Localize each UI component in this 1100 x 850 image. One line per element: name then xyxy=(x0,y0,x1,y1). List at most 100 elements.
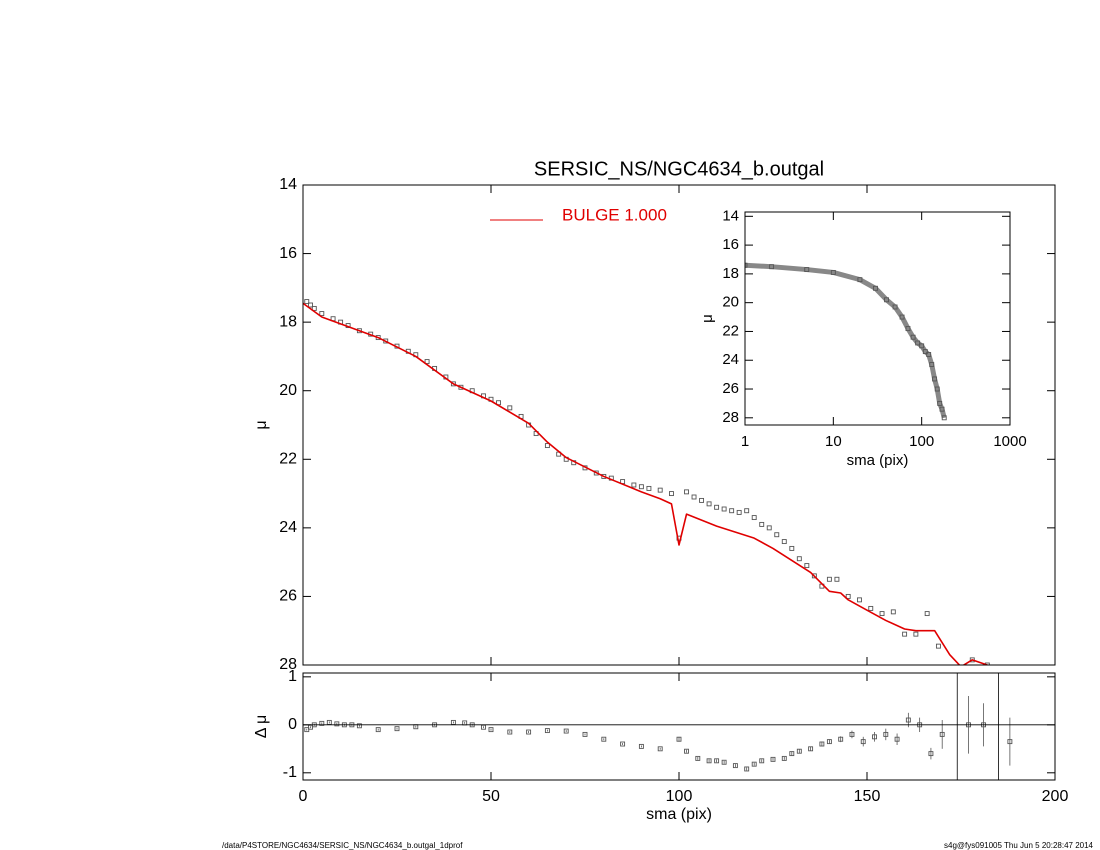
data-point xyxy=(638,484,644,490)
data-point xyxy=(774,532,780,538)
data-point xyxy=(915,340,921,346)
data-point xyxy=(910,334,916,340)
data-point xyxy=(872,734,877,740)
y-tick-label: 18 xyxy=(279,313,297,330)
data-point xyxy=(458,384,464,390)
data-point xyxy=(729,508,735,514)
data-point xyxy=(751,761,757,767)
data-point xyxy=(631,482,637,488)
y-tick-label: 28 xyxy=(279,656,297,673)
y-tick-label: 20 xyxy=(722,294,739,311)
data-point xyxy=(695,755,701,761)
data-point xyxy=(860,739,866,745)
data-point xyxy=(507,405,513,411)
x-tick-label: 50 xyxy=(482,788,500,805)
y-tick-label: 20 xyxy=(279,382,297,399)
data-point xyxy=(544,728,550,734)
data-point xyxy=(808,746,814,752)
plot-area xyxy=(303,299,990,665)
y-axis-label: μ xyxy=(253,420,270,429)
y-tick-label: 24 xyxy=(279,519,297,536)
data-point xyxy=(706,501,712,507)
x-tick-label: 1000 xyxy=(993,433,1026,450)
data-point xyxy=(721,759,727,765)
data-point xyxy=(868,605,874,611)
data-point xyxy=(804,563,810,569)
x-tick-label: 100 xyxy=(909,433,934,450)
data-point xyxy=(845,593,851,599)
data-point xyxy=(857,277,863,283)
data-point xyxy=(766,525,772,531)
data-point xyxy=(937,400,943,406)
data-point xyxy=(830,269,836,275)
data-point xyxy=(873,285,878,291)
data-point xyxy=(849,731,855,737)
x-axis-label: sma (pix) xyxy=(646,806,712,823)
data-point xyxy=(745,262,748,268)
y-tick-label: 1 xyxy=(288,668,297,685)
data-point xyxy=(507,729,513,735)
y-axis-label: μ xyxy=(699,314,716,323)
x-tick-label: 150 xyxy=(854,788,881,805)
data-point xyxy=(375,727,381,733)
data-point xyxy=(311,305,317,311)
data-point xyxy=(905,326,911,332)
data-point xyxy=(424,359,430,365)
data-point xyxy=(736,509,742,515)
y-tick-label: 28 xyxy=(722,409,739,426)
data-point xyxy=(646,485,652,491)
y-tick-label: 14 xyxy=(722,207,739,224)
plot-frame xyxy=(744,211,1011,426)
data-point xyxy=(934,386,940,392)
y-tick-label: 26 xyxy=(279,588,297,605)
footer-right: s4g@fys091005 Thu Jun 5 20:28:47 2014 xyxy=(944,841,1094,850)
data-point xyxy=(913,631,919,637)
data-point xyxy=(699,497,705,503)
inset-background xyxy=(745,212,1010,425)
data-point xyxy=(319,311,325,317)
data-point xyxy=(669,491,674,497)
data-point xyxy=(781,755,787,761)
data-point xyxy=(922,349,928,355)
data-point xyxy=(620,741,626,747)
data-point xyxy=(676,736,682,742)
plot-area xyxy=(304,696,1013,772)
y-tick-label: -1 xyxy=(283,764,297,781)
data-point xyxy=(769,264,775,270)
plot-frame xyxy=(302,672,1056,781)
y-tick-label: 16 xyxy=(722,236,739,253)
data-point xyxy=(928,751,934,757)
data-point xyxy=(488,727,494,733)
data-point xyxy=(939,731,945,737)
plot-area xyxy=(745,262,947,421)
data-point xyxy=(544,443,550,449)
y-tick-label: 22 xyxy=(722,322,739,339)
data-point xyxy=(939,406,945,412)
data-point xyxy=(892,304,898,310)
data-point xyxy=(796,556,802,562)
profile-line xyxy=(745,262,947,419)
data-point xyxy=(826,739,832,745)
data-point xyxy=(838,736,844,742)
data-point xyxy=(744,766,750,772)
data-point xyxy=(714,758,720,764)
legend-label: BULGE 1.000 xyxy=(562,205,667,224)
data-point xyxy=(811,573,817,579)
y-tick-label: 14 xyxy=(279,176,297,193)
x-tick-label: 200 xyxy=(1042,788,1069,805)
x-tick-label: 100 xyxy=(666,788,693,805)
data-point xyxy=(932,376,938,382)
data-point xyxy=(789,751,795,757)
y-tick-label: 22 xyxy=(279,451,297,468)
x-tick-label: 0 xyxy=(299,788,308,805)
x-axis-label: sma (pix) xyxy=(847,452,909,469)
data-point xyxy=(919,343,925,349)
y-tick-label: 24 xyxy=(722,351,739,368)
data-point xyxy=(684,489,689,495)
data-point xyxy=(356,723,362,729)
data-point xyxy=(319,720,325,726)
data-point xyxy=(732,763,738,769)
data-point xyxy=(894,736,900,742)
data-point xyxy=(789,545,795,551)
